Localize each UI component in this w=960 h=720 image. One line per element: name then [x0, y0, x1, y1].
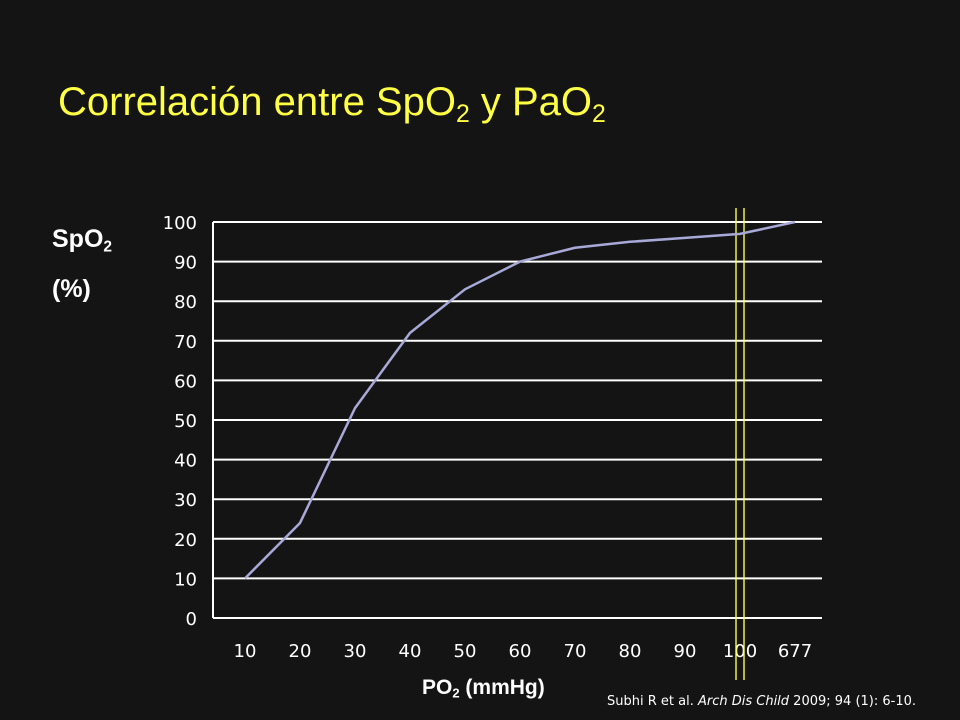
y-tick-label: 90	[174, 253, 197, 274]
y-tick-label: 100	[163, 213, 197, 234]
y-axis-label: SpO2 (%)	[52, 225, 113, 304]
grid-lines	[212, 221, 822, 619]
series-line	[244, 220, 796, 580]
y-tick-label: 20	[174, 530, 197, 551]
y-tick-label: 40	[174, 451, 197, 472]
x-tick-label: 80	[619, 641, 642, 662]
y-tick-label: 30	[174, 490, 197, 511]
y-tick-label: 10	[174, 569, 197, 590]
x-tick-label: 50	[454, 641, 477, 662]
x-tick-label: 10	[234, 641, 257, 662]
x-tick-label: 70	[564, 641, 587, 662]
y-tick-label: 60	[174, 371, 197, 392]
y-tick-label: 70	[174, 332, 197, 353]
citation: Subhi R et al. Arch Dis Child 2009; 94 (…	[607, 694, 917, 709]
series-group	[244, 220, 796, 580]
x-tick-labels: 10 20 30 40 50 60 70 80 90 100 677	[234, 641, 813, 662]
x-tick-label: 40	[399, 641, 422, 662]
y-tick-label: 0	[186, 609, 197, 630]
y-tick-labels: 0 10 20 30 40 50 60 70 80 90 100	[163, 213, 197, 630]
x-tick-label: 100	[723, 641, 757, 662]
x-axis-label: PO2 (mmHg)	[422, 676, 545, 701]
x-tick-label: 20	[289, 641, 312, 662]
y-tick-label: 50	[174, 411, 197, 432]
x-tick-label: 30	[344, 641, 367, 662]
x-tick-label: 60	[509, 641, 532, 662]
y-tick-label: 80	[174, 292, 197, 313]
page-title: Correlación entre SpO2 y PaO2	[58, 80, 606, 128]
vertical-marker-lines	[735, 208, 745, 680]
x-tick-label: 90	[674, 641, 697, 662]
x-tick-label: 677	[778, 641, 812, 662]
